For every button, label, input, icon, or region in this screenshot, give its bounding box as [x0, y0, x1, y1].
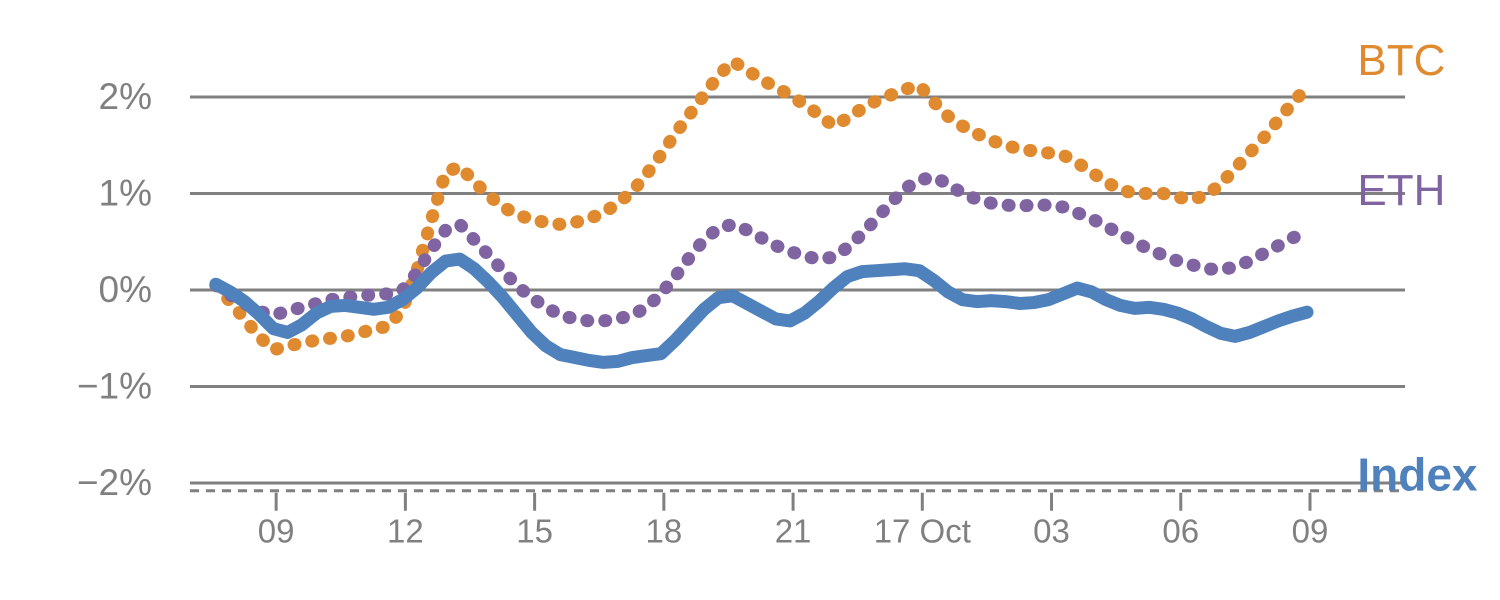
y-axis-tick-labels: 2% 1% 0% −1% −2% [77, 76, 152, 503]
data-series-group [209, 54, 1314, 369]
x-axis [190, 489, 1405, 511]
x-axis-tick-label: 21 [775, 513, 812, 550]
x-axis-tick-label: 09 [258, 513, 295, 550]
legend-label-eth[interactable]: ETH [1357, 166, 1445, 215]
y-axis-tick-label: 2% [99, 76, 152, 117]
y-axis-tick-label: 0% [99, 269, 152, 310]
x-axis-tick-label: 17 Oct [874, 513, 971, 550]
x-axis-tick-label: 12 [387, 513, 424, 550]
x-axis-tick-label: 06 [1162, 513, 1199, 550]
series-line-btc [209, 54, 1314, 357]
legend-label-btc[interactable]: BTC [1357, 36, 1445, 85]
x-axis-tick-labels: 09 12 15 18 21 17 Oct 03 06 09 [258, 513, 1329, 550]
x-axis-tick-label: 09 [1292, 513, 1329, 550]
series-legend: BTC ETH Index [1357, 36, 1478, 500]
series-line-eth [209, 170, 1314, 328]
x-axis-tick-label: 15 [516, 513, 553, 550]
legend-label-index[interactable]: Index [1357, 448, 1478, 500]
y-axis-tick-label: −1% [77, 365, 152, 406]
series-line-index [209, 252, 1314, 369]
y-axis-tick-label: −2% [77, 462, 152, 503]
x-axis-tick-label: 18 [645, 513, 682, 550]
x-axis-tick-label: 03 [1033, 513, 1070, 550]
y-axis-tick-label: 1% [99, 172, 152, 213]
